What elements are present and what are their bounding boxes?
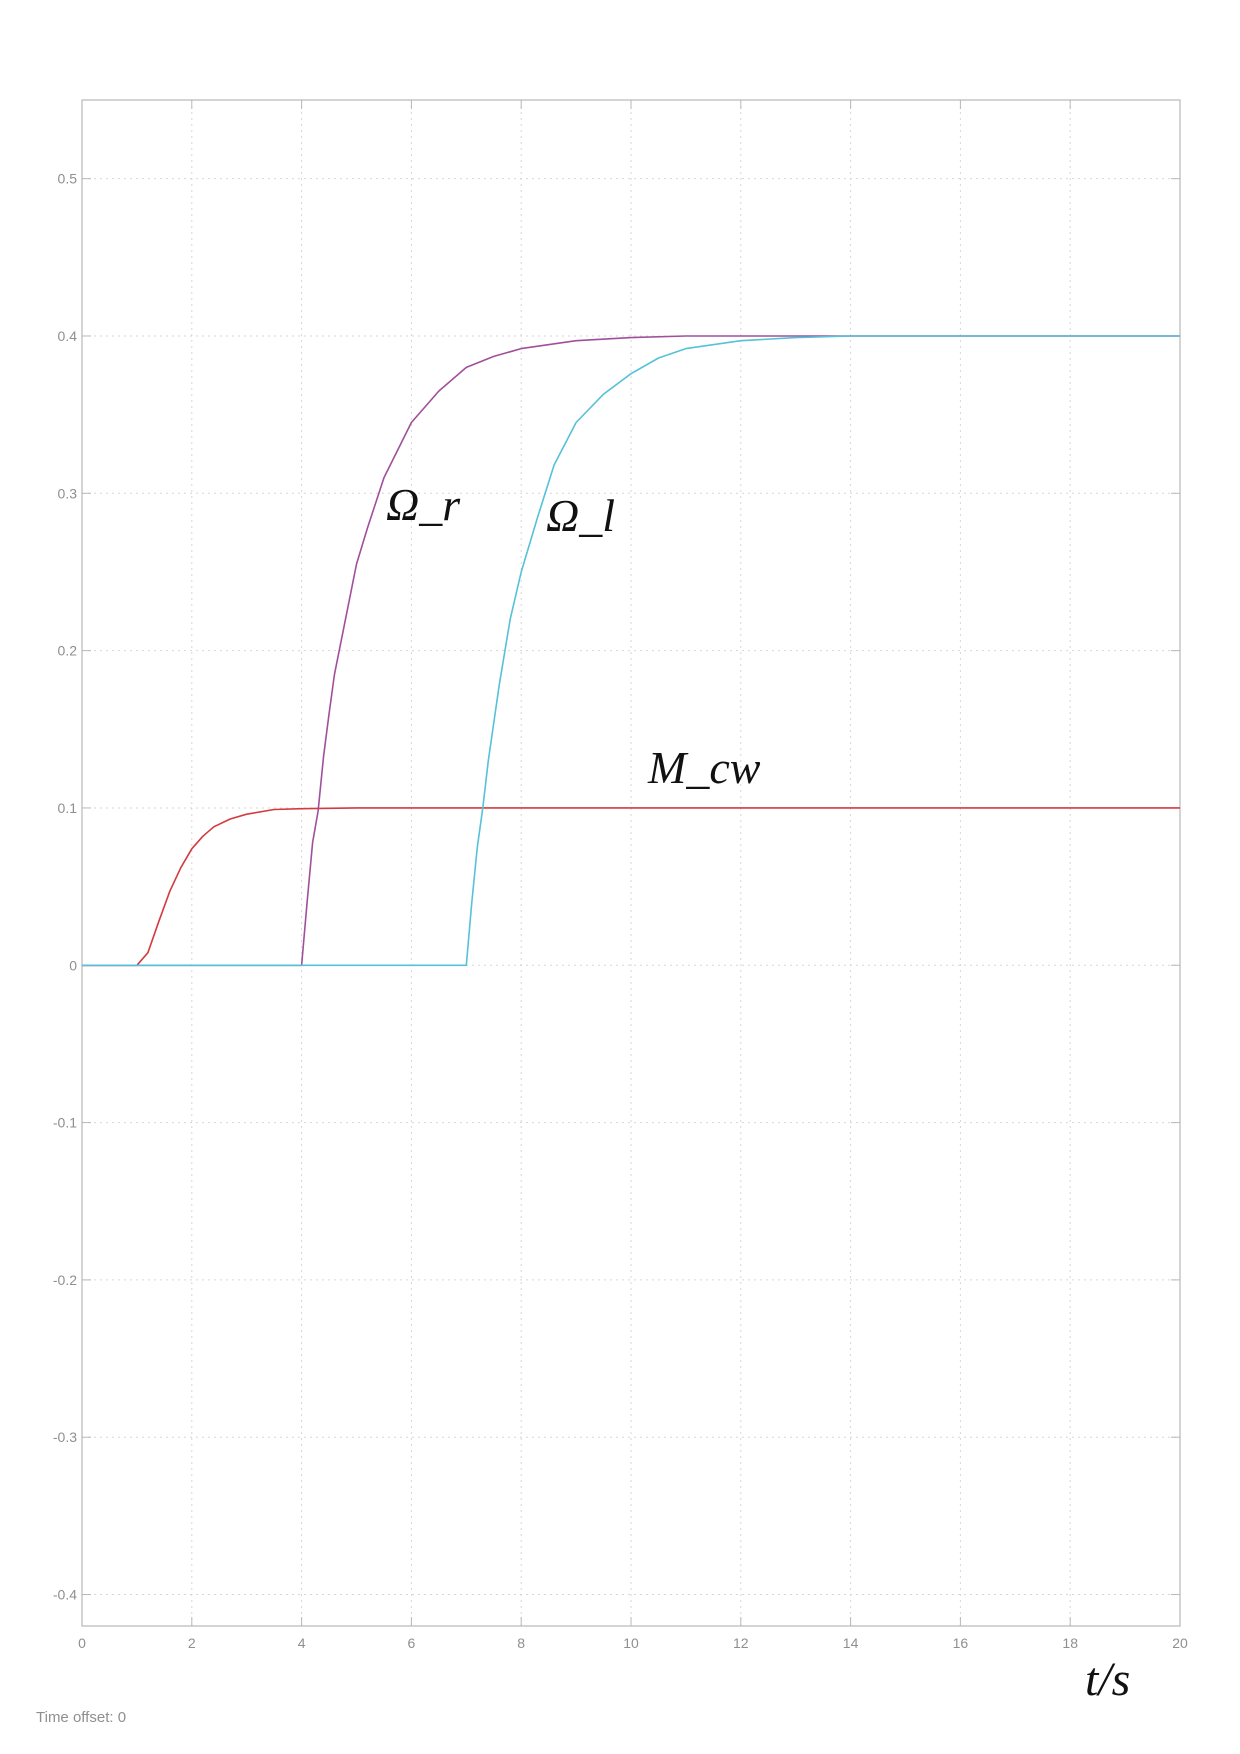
x-tick-label: 6	[408, 1635, 416, 1651]
grid-lines	[82, 100, 1180, 1626]
x-tick-label: 2	[188, 1635, 196, 1651]
y-tick-label: 0	[69, 957, 77, 973]
x-tick-label: 8	[517, 1635, 525, 1651]
y-tick-label: -0.2	[53, 1272, 77, 1288]
plot-area-border	[81, 99, 1181, 1627]
series-label-omega-r: Ω_r	[386, 479, 461, 530]
y-tick-label: 0.5	[58, 171, 78, 187]
series-line-omega-r	[82, 335, 1180, 967]
x-tick-label: 12	[733, 1635, 749, 1651]
x-axis-tick-labels: 0 2 4 6 8 10 12 14 16 18 20	[78, 1635, 1188, 1651]
y-axis-tick-labels: -0.4 -0.3 -0.2 -0.1 0 0.1 0.2 0.3 0.4 0.5	[53, 171, 77, 1603]
y-tick-label: -0.1	[53, 1115, 77, 1131]
y-tick-label: -0.4	[53, 1587, 77, 1603]
y-tick-label: -0.3	[53, 1429, 77, 1445]
x-tick-label: 16	[953, 1635, 969, 1651]
x-tick-label: 14	[843, 1635, 859, 1651]
y-tick-label: 0.2	[58, 643, 78, 659]
series-line-omega-l	[82, 335, 1180, 967]
x-tick-label: 4	[298, 1635, 306, 1651]
tick-marks	[81, 100, 1181, 1626]
time-offset-text: Time offset: 0	[36, 1709, 126, 1726]
y-tick-label: 0.3	[58, 485, 78, 501]
y-tick-label: 0.1	[58, 800, 78, 816]
x-axis-label: t/s	[1085, 1653, 1130, 1706]
x-tick-label: 20	[1172, 1635, 1188, 1651]
x-tick-label: 10	[623, 1635, 639, 1651]
x-tick-label: 18	[1062, 1635, 1078, 1651]
series-label-omega-l: Ω_l	[546, 490, 615, 541]
x-tick-label: 0	[78, 1635, 86, 1651]
series-label-m-cw: M_cw	[647, 742, 761, 793]
series-lines	[82, 335, 1180, 967]
y-tick-label: 0.4	[58, 328, 78, 344]
series-line-m-cw	[82, 807, 1180, 967]
